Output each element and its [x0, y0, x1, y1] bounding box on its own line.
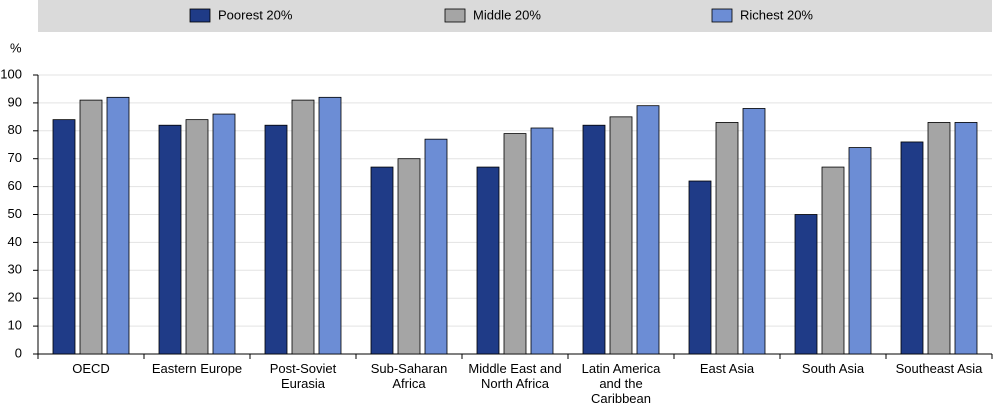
- bar: [900, 141, 924, 355]
- bar: [370, 166, 394, 355]
- y-tick-label: 80: [8, 122, 22, 137]
- x-tick-label: Post-Soviet Eurasia: [269, 361, 337, 391]
- y-tick-label: 100: [0, 66, 22, 81]
- legend-swatch: [189, 8, 211, 23]
- bar: [715, 122, 739, 355]
- bar: [582, 124, 606, 355]
- x-tick-label: OECD: [72, 361, 110, 376]
- x-tick-label: Southeast Asia: [895, 361, 983, 376]
- y-tick-label: 10: [8, 318, 22, 333]
- y-tick-label: 0: [15, 345, 22, 360]
- legend-swatch: [711, 8, 733, 23]
- legend-label: Middle 20%: [473, 7, 541, 22]
- bar: [530, 127, 554, 355]
- y-tick-label: 30: [8, 262, 22, 277]
- legend-swatch: [444, 8, 466, 23]
- y-tick-label: 50: [8, 206, 22, 221]
- bar: [158, 124, 182, 355]
- bar: [424, 138, 448, 355]
- y-tick-label: 40: [8, 234, 22, 249]
- bar: [821, 166, 845, 355]
- x-tick-label: South Asia: [801, 361, 865, 376]
- bar: [318, 96, 342, 355]
- legend-label: Poorest 20%: [218, 7, 293, 22]
- bar: [688, 180, 712, 355]
- y-tick-label: 90: [8, 94, 22, 109]
- bar: [291, 99, 315, 355]
- y-tick-label: 70: [8, 150, 22, 165]
- bar: [476, 166, 500, 355]
- bar: [794, 214, 818, 355]
- x-tick-label: Middle East and North Africa: [468, 361, 562, 391]
- bar: [503, 133, 527, 355]
- bar: [954, 122, 978, 355]
- x-tick-label: Latin America and the Caribbean: [581, 361, 661, 406]
- bar: [212, 113, 236, 355]
- y-tick-label: 60: [8, 178, 22, 193]
- bar: [185, 119, 209, 355]
- x-tick-label: East Asia: [699, 361, 755, 376]
- bar: [106, 96, 130, 355]
- bar: [636, 105, 660, 355]
- y-tick-label: 20: [8, 290, 22, 305]
- x-tick-label: Sub-Saharan Africa: [370, 361, 448, 391]
- bar: [609, 116, 633, 355]
- bar: [52, 119, 76, 355]
- y-axis-label: %: [10, 40, 22, 55]
- bar: [397, 158, 421, 355]
- x-tick-label: Eastern Europe: [151, 361, 243, 376]
- legend-label: Richest 20%: [740, 7, 813, 22]
- bar: [742, 108, 766, 355]
- bar: [264, 124, 288, 355]
- bar: [79, 99, 103, 355]
- bar: [927, 122, 951, 355]
- bar: [848, 147, 872, 355]
